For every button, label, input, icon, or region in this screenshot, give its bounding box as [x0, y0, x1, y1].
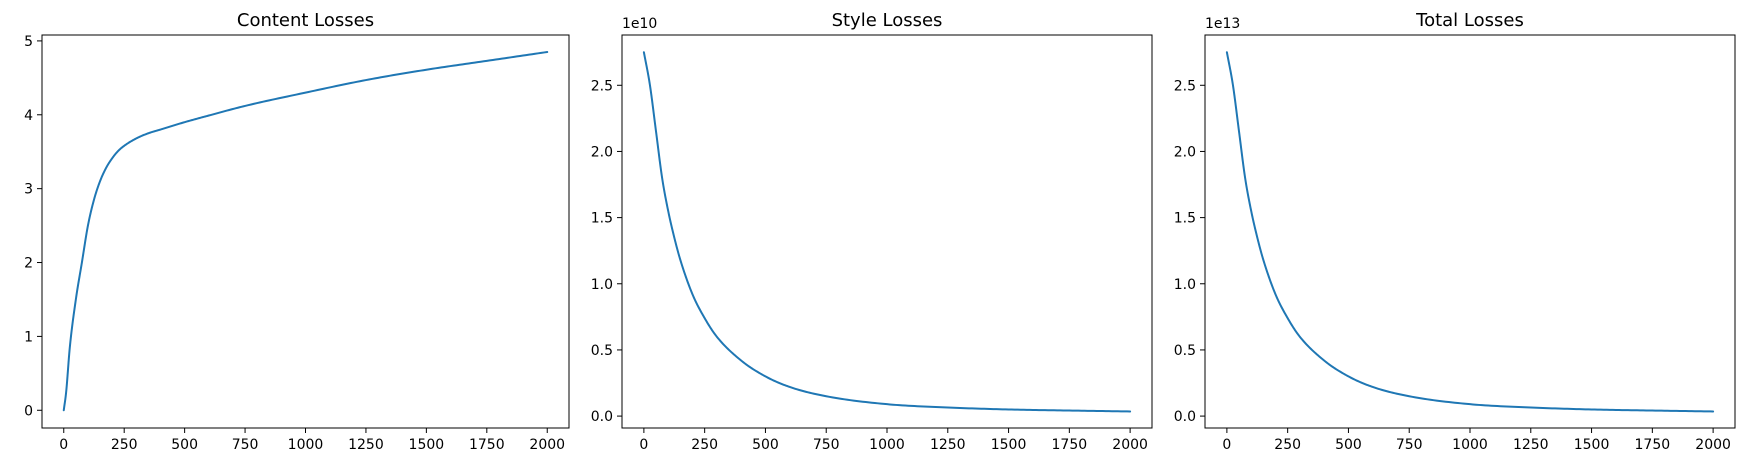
chart-panel-3: Total Losses 0 250 500 750 1000 1250 1500 1750 20…	[1174, 10, 1736, 453]
x-tick-label: 1750	[469, 437, 505, 453]
y-tick-label: 1	[24, 329, 33, 345]
x-tick-label: 2000	[1695, 437, 1731, 453]
y-tick-label: 0.0	[591, 409, 613, 425]
y-tick-label: 2.0	[591, 144, 613, 160]
x-tick-label: 1000	[869, 437, 905, 453]
y-offset-label: 1e13	[1205, 16, 1240, 32]
y-tick-label: 4	[24, 108, 33, 124]
x-tick-label: 250	[691, 437, 718, 453]
loss-series-line	[1225, 51, 1715, 413]
x-tick-label: 1500	[1574, 437, 1610, 453]
y-tick-label: 2.5	[591, 78, 613, 94]
x-tick-label: 1000	[1452, 437, 1488, 453]
loss-series-line	[62, 50, 549, 412]
y-tick-label: 0.5	[1174, 343, 1196, 359]
x-tick-label: 250	[111, 437, 138, 453]
chart-title: Style Losses	[832, 10, 943, 31]
x-tick-label: 1000	[288, 437, 324, 453]
x-tick-label: 750	[232, 437, 259, 453]
y-tick-label: 1.0	[591, 277, 613, 293]
x-tick-label: 750	[813, 437, 840, 453]
y-tick-label: 2	[24, 256, 33, 272]
x-tick-label: 0	[59, 437, 68, 453]
y-tick-label: 2.0	[1174, 144, 1196, 160]
x-tick-label: 500	[752, 437, 779, 453]
x-tick-label: 0	[1222, 437, 1231, 453]
x-tick-label: 0	[639, 437, 648, 453]
x-tick-label: 1250	[348, 437, 384, 453]
chart-panel-2: Style Losses 0 250 500 750 1000 1250 1500 1750 20…	[591, 10, 1153, 453]
x-tick-label: 1250	[930, 437, 966, 453]
chart-title: Content Losses	[237, 10, 374, 31]
x-tick-label: 2000	[1112, 437, 1148, 453]
plot-area-frame	[1204, 34, 1736, 429]
y-tick-label: 1.0	[1174, 277, 1196, 293]
y-tick-label: 1.5	[1174, 211, 1196, 227]
plot-area-frame	[41, 34, 570, 429]
x-tick-label: 250	[1274, 437, 1301, 453]
x-tick-label: 1500	[991, 437, 1027, 453]
y-tick-label: 0.0	[1174, 409, 1196, 425]
loss-series-line	[642, 51, 1132, 413]
x-tick-label: 1500	[409, 437, 445, 453]
y-offset-label: 1e10	[622, 16, 657, 32]
x-tick-label: 1750	[1635, 437, 1671, 453]
y-tick-label: 5	[24, 34, 33, 50]
x-tick-label: 1250	[1513, 437, 1549, 453]
x-tick-label: 2000	[529, 437, 565, 453]
chart-title: Total Losses	[1415, 10, 1524, 31]
y-tick-label: 2.5	[1174, 78, 1196, 94]
x-tick-label: 500	[1335, 437, 1362, 453]
x-tick-label: 750	[1396, 437, 1423, 453]
plot-area-frame	[621, 34, 1153, 429]
x-tick-label: 500	[171, 437, 198, 453]
y-tick-label: 3	[24, 182, 33, 198]
y-tick-label: 0.5	[591, 343, 613, 359]
x-tick-label: 1750	[1052, 437, 1088, 453]
y-tick-label: 1.5	[591, 211, 613, 227]
y-tick-label: 0	[24, 403, 33, 419]
